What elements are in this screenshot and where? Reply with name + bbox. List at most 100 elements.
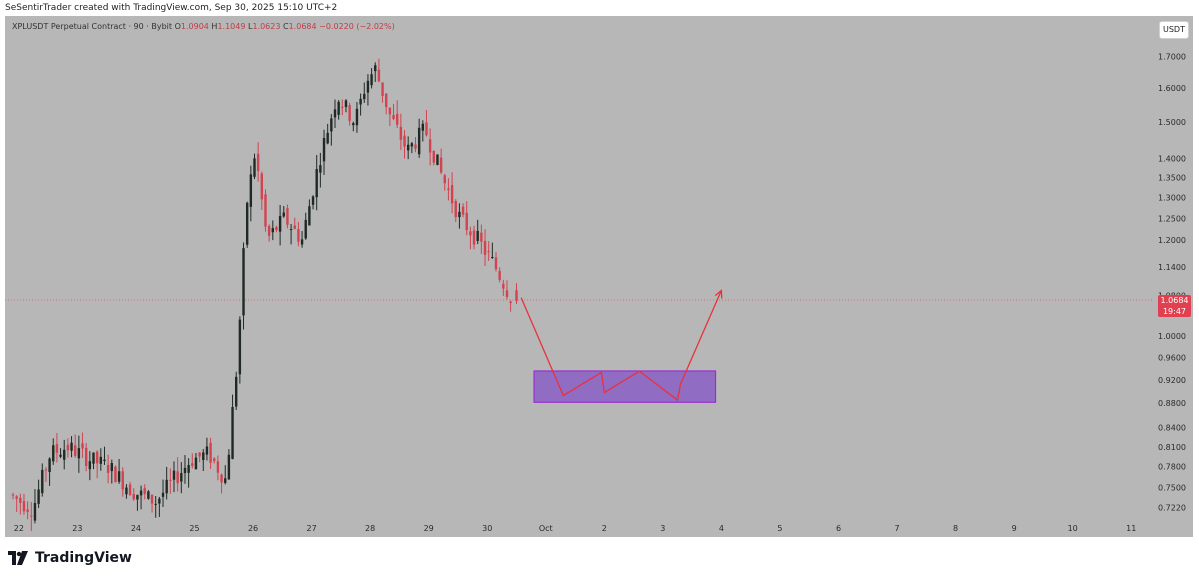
- candle-body: [48, 458, 51, 473]
- open-value: 1.0904: [180, 22, 209, 31]
- candle-body: [289, 229, 293, 231]
- x-tick-label: 5: [777, 524, 782, 533]
- projection-path[interactable]: [520, 290, 722, 402]
- last-price-tag: 1.0684 19:47: [1158, 295, 1191, 317]
- candle-body: [392, 115, 395, 120]
- candle-body: [70, 442, 73, 451]
- high-value: 1.1049: [217, 22, 246, 31]
- candle-body: [352, 123, 355, 126]
- candle-body: [158, 498, 161, 504]
- chart-attribution: SeSentirTrader created with TradingView.…: [5, 3, 338, 13]
- candle-body: [344, 100, 348, 108]
- candle-body: [297, 229, 300, 242]
- y-tick-label: 0.7800: [1158, 463, 1186, 472]
- candle-body: [410, 143, 414, 147]
- candle-body: [194, 457, 198, 470]
- y-tick-label: 1.7000: [1158, 52, 1186, 61]
- y-tick-label: 0.8100: [1158, 443, 1186, 452]
- close-value: 1.0684: [288, 22, 317, 31]
- x-tick-label: 6: [836, 524, 841, 533]
- tradingview-logo-icon: [8, 551, 28, 565]
- x-tick-label: 22: [14, 524, 24, 533]
- x-tick-label: 24: [131, 524, 141, 533]
- candle-body: [450, 185, 454, 204]
- candle-body: [381, 82, 384, 97]
- candle-body: [322, 138, 326, 162]
- candle-body: [337, 101, 340, 115]
- projection-arrowhead: [714, 289, 723, 299]
- symbol-legend[interactable]: XPLUSDT Perpetual Contract · 90 · Bybit …: [12, 22, 395, 31]
- candle-body: [165, 479, 168, 494]
- candle-body: [55, 444, 59, 453]
- candle-body: [469, 231, 472, 236]
- candle-body: [428, 139, 432, 153]
- candle-body: [95, 451, 99, 464]
- candle-body: [417, 127, 421, 155]
- candle-body: [278, 215, 282, 232]
- candle-body: [363, 93, 366, 100]
- candle-body: [439, 157, 443, 173]
- candle-body: [311, 196, 315, 205]
- y-tick-label: 1.1400: [1158, 263, 1186, 272]
- currency-button[interactable]: USDT: [1159, 21, 1189, 39]
- candle-body: [26, 509, 29, 513]
- y-tick-label: 0.7220: [1158, 503, 1186, 512]
- candle-body: [432, 150, 435, 163]
- candle-body: [147, 491, 150, 499]
- candle-body: [74, 445, 77, 456]
- candle-body: [377, 69, 381, 82]
- candle-body: [106, 464, 110, 473]
- candle-body: [202, 452, 205, 460]
- candle-body: [19, 497, 22, 503]
- candle-body: [238, 319, 242, 375]
- low-value: 1.0623: [252, 22, 281, 31]
- candle-body: [458, 211, 461, 218]
- candle-body: [191, 463, 194, 466]
- candle-body: [370, 74, 373, 86]
- candle-body: [275, 226, 278, 231]
- candle-body: [224, 478, 227, 483]
- y-tick-label: 1.0000: [1158, 332, 1186, 341]
- tradingview-logo[interactable]: TradingView: [8, 549, 132, 567]
- candle-body: [172, 470, 176, 480]
- y-tick-label: 0.9600: [1158, 353, 1186, 362]
- candle-body: [103, 459, 106, 462]
- candle-body: [30, 515, 33, 517]
- candle-body: [472, 230, 476, 245]
- candle-body: [169, 479, 172, 481]
- current-candle-body: [515, 290, 518, 301]
- y-tick-label: 1.2500: [1158, 214, 1186, 223]
- candle-body: [454, 201, 457, 218]
- candle-body: [491, 257, 494, 259]
- low-label: L: [247, 22, 253, 31]
- candle-body: [480, 232, 483, 242]
- candle-body: [443, 175, 446, 184]
- y-tick-label: 0.8800: [1158, 399, 1186, 408]
- candle-body: [374, 65, 377, 72]
- candle-body: [37, 489, 40, 504]
- candle-body: [84, 447, 88, 466]
- x-tick-label: 7: [894, 524, 899, 533]
- bar-countdown: 19:47: [1162, 307, 1187, 316]
- accumulation-zone-box[interactable]: [533, 370, 717, 403]
- candle-body: [59, 454, 62, 457]
- candle-body: [487, 251, 490, 253]
- y-tick-label: 1.3500: [1158, 174, 1186, 183]
- y-tick-label: 1.3000: [1158, 194, 1186, 203]
- x-tick-label: 28: [365, 524, 375, 533]
- candle-body: [264, 194, 267, 227]
- candle-body: [388, 107, 392, 115]
- candle-body: [33, 502, 37, 521]
- candle-body: [483, 240, 487, 255]
- candle-body: [92, 452, 95, 464]
- candle-body: [132, 494, 135, 500]
- candle-body: [406, 144, 410, 151]
- last-price-value: 1.0684: [1160, 296, 1189, 305]
- candle-body: [249, 174, 253, 207]
- candle-body: [143, 488, 146, 495]
- candle-body: [150, 494, 154, 504]
- candle-body: [260, 173, 264, 200]
- candle-body: [505, 290, 509, 297]
- x-tick-label: 2: [602, 524, 607, 533]
